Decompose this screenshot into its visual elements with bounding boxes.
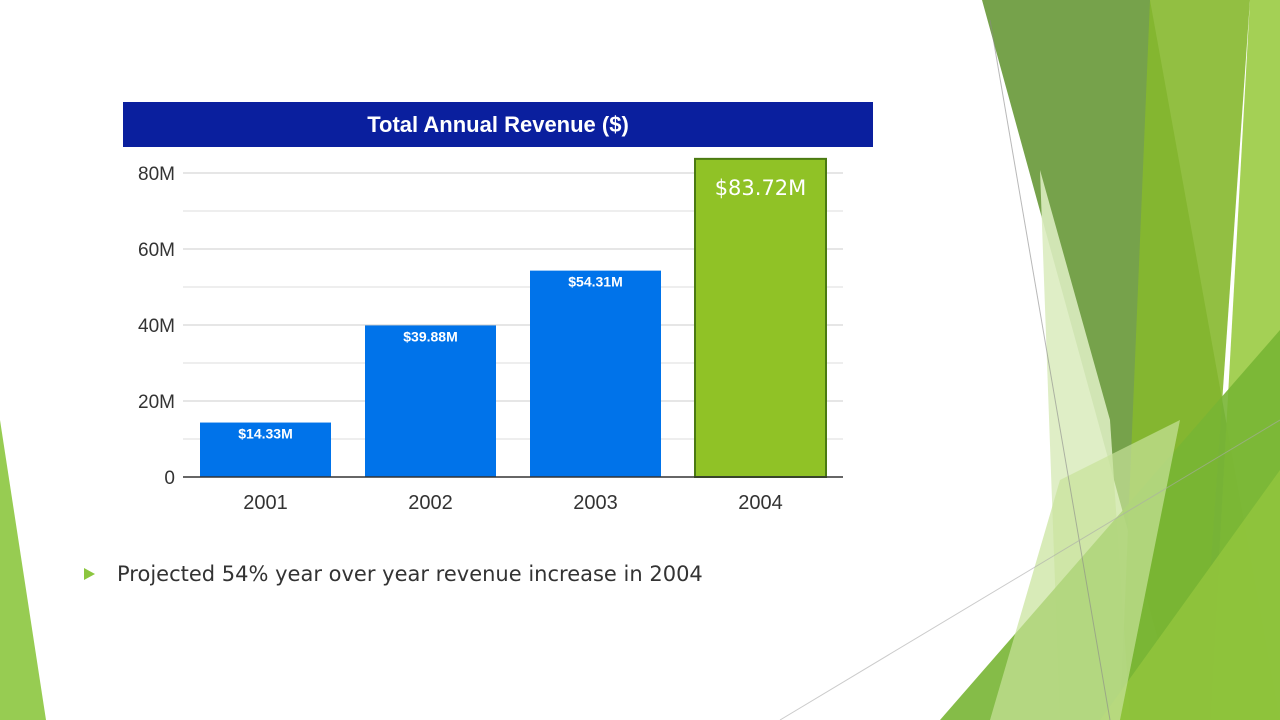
bar [200,422,331,477]
chart-title: Total Annual Revenue ($) [123,102,873,147]
decor-shape [990,420,1180,720]
data-label: $39.88M [403,328,457,344]
bar [365,325,496,477]
data-label: $54.31M [568,274,622,290]
y-tick-label: 80M [138,164,175,185]
decor-shape [1100,470,1280,720]
chart-panel: 0 20M 40M 60M 80M $14.33M 2001 $39.88M 2002 $54.3… [123,102,873,536]
triangle-bullet-icon [84,568,95,580]
y-tick-label: 0 [164,468,175,489]
data-label: $14.33M [238,426,292,442]
decor-line [779,419,1280,720]
y-tick-label: 20M [138,392,175,413]
bullet-point: Projected 54% year over year revenue inc… [84,560,703,588]
bar [694,157,827,478]
decor-shape [0,420,46,720]
bar-chart: 0 20M 40M 60M 80M $14.33M 2001 $39.88M 2002 $54.3… [138,157,843,514]
x-tick-label: 2003 [573,492,618,514]
bar [530,270,661,477]
x-tick-label: 2002 [408,492,453,514]
x-tick-label: 2001 [243,492,288,514]
data-label: $83.72M [715,176,807,200]
x-tick-label: 2004 [738,492,783,514]
y-tick-label: 60M [138,240,175,261]
decor-line [989,19,1111,720]
bullet-text: Projected 54% year over year revenue inc… [117,562,703,586]
y-tick-label: 40M [138,316,175,337]
